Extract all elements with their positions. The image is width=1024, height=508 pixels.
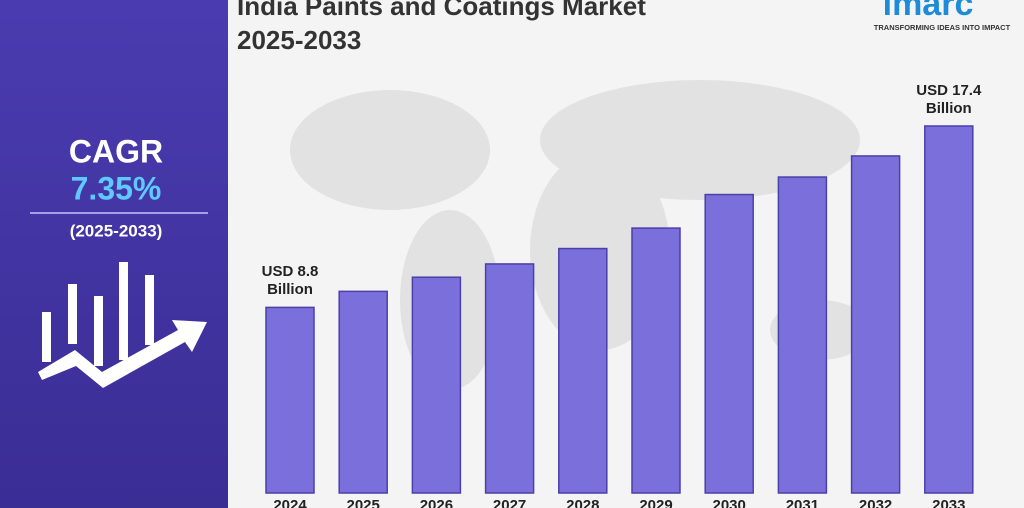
x-tick-label: 2031: [786, 497, 819, 508]
x-tick-label: 2027: [493, 497, 526, 508]
x-tick-label: 2030: [713, 497, 746, 508]
bar: [850, 155, 901, 494]
cagr-label: CAGR: [69, 133, 163, 169]
growth-icon: [38, 262, 207, 388]
chart-title: India Paints and Coatings Market: [237, 0, 646, 21]
value-label: USD 17.4 Billion: [916, 82, 982, 117]
bar: [558, 247, 608, 494]
cagr-value: 7.35%: [71, 170, 162, 206]
cagr-period: (2025-2033): [70, 221, 163, 240]
value-label: USD 8.8 Billion: [261, 263, 319, 299]
bar: [704, 193, 754, 494]
x-tick-label: 2026: [420, 497, 453, 508]
bar: [777, 176, 828, 494]
logo-tagline: TRANSFORMING IDEAS INTO IMPACT: [874, 23, 1011, 32]
bar: [924, 125, 974, 494]
bar: [484, 263, 535, 494]
bar: [338, 290, 388, 494]
bar: [631, 227, 681, 494]
bar: [265, 306, 315, 494]
x-tick-label: 2029: [639, 497, 672, 508]
bar: [411, 276, 462, 494]
sidebar: [0, 0, 228, 508]
x-tick-label: 2032: [859, 497, 892, 508]
x-tick-label: 2033: [932, 497, 965, 508]
logo: imarc: [883, 0, 974, 23]
x-tick-label: 2028: [566, 497, 599, 508]
x-tick-label: 2024: [273, 497, 307, 508]
x-tick-label: 2025: [347, 497, 380, 508]
chart-subtitle: 2025-2033: [237, 25, 361, 55]
